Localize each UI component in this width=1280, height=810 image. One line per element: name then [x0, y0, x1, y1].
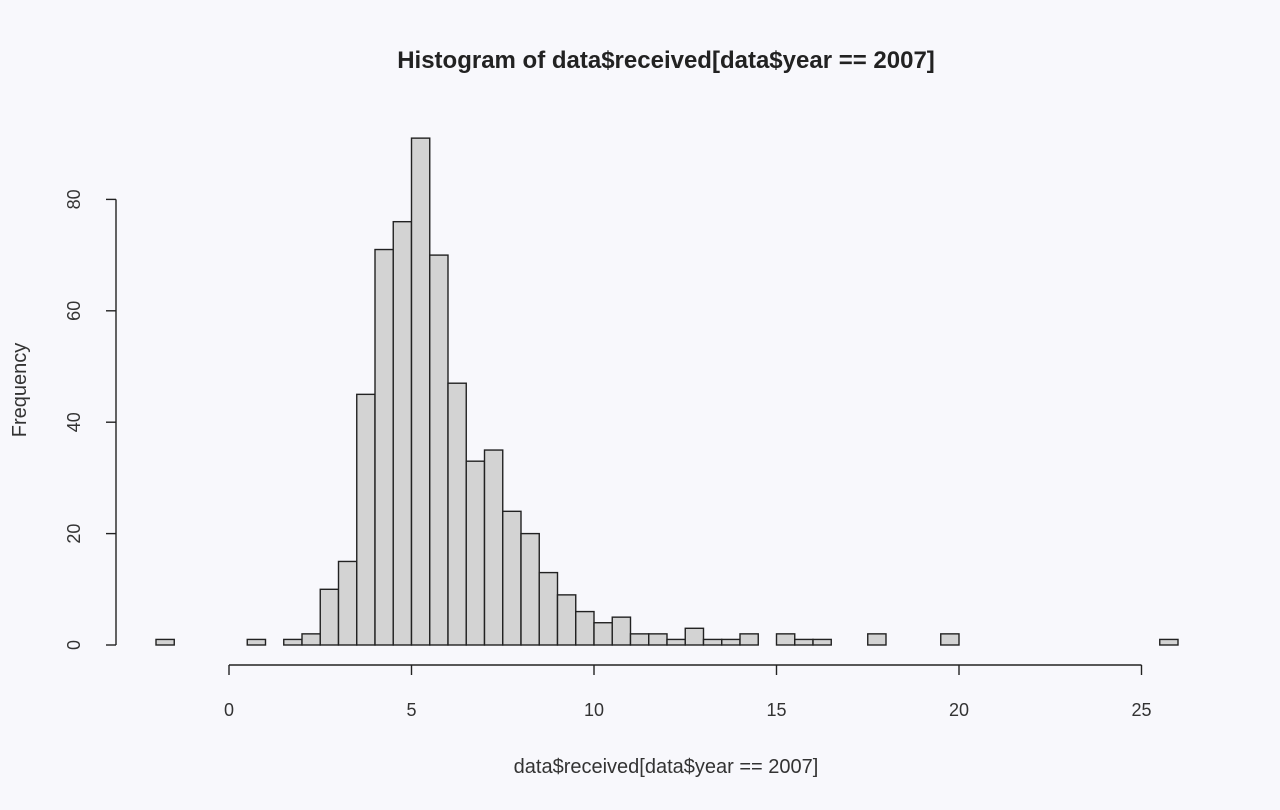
histogram-bar — [648, 633, 668, 646]
x-axis: 0 5 10 15 20 25 — [224, 664, 1152, 720]
histogram-bar — [301, 633, 321, 646]
histogram-bar — [611, 616, 632, 646]
x-tick-label: 25 — [1131, 700, 1151, 720]
histogram-bar — [283, 638, 303, 646]
histogram-bar — [155, 638, 175, 646]
x-tick-label: 10 — [584, 700, 604, 720]
histogram-bar — [538, 571, 559, 646]
histogram-bar — [502, 510, 522, 646]
histogram-bar — [739, 633, 759, 646]
x-tick-label: 5 — [406, 700, 416, 720]
histogram-bar — [794, 638, 814, 646]
histogram-bar — [629, 633, 650, 646]
y-axis-label: Frequency — [9, 343, 31, 438]
y-tick-label: 20 — [64, 524, 84, 544]
y-tick-label: 40 — [64, 412, 84, 432]
histogram-bar — [702, 638, 723, 646]
histogram-bars — [155, 137, 1179, 646]
histogram-bar — [410, 137, 431, 646]
histogram-bar — [775, 633, 796, 646]
histogram-bar — [356, 393, 376, 646]
chart-title: Histogram of data$received[data$year == … — [397, 47, 935, 74]
histogram-bar — [556, 594, 577, 646]
histogram-bar — [429, 254, 449, 646]
y-tick-label: 60 — [64, 301, 84, 321]
histogram-bar — [483, 449, 504, 646]
histogram-bar — [337, 560, 358, 646]
x-tick-label: 20 — [949, 700, 969, 720]
y-tick-label: 0 — [64, 640, 84, 650]
histogram-bar — [867, 633, 887, 646]
x-tick-label: 15 — [766, 700, 786, 720]
histogram-bar — [684, 627, 705, 646]
histogram-bar — [1159, 638, 1179, 646]
histogram-bar — [721, 638, 741, 646]
histogram-bar — [374, 248, 394, 646]
histogram-bar — [575, 610, 595, 646]
histogram-bar — [392, 220, 413, 646]
histogram-bar — [940, 633, 960, 646]
histogram-bar — [593, 622, 613, 646]
histogram-bar — [447, 382, 467, 646]
y-axis: 0 20 40 60 80 — [64, 189, 117, 650]
histogram-bar — [520, 532, 540, 646]
x-axis-label: data$received[data$year == 2007] — [514, 756, 819, 778]
x-tick-label: 0 — [224, 700, 234, 720]
histogram-bar — [465, 460, 486, 646]
histogram-bar — [246, 638, 267, 646]
histogram-bar — [812, 638, 832, 646]
histogram-bar — [666, 638, 686, 646]
y-tick-label: 80 — [64, 189, 84, 209]
histogram-bar — [319, 588, 340, 646]
